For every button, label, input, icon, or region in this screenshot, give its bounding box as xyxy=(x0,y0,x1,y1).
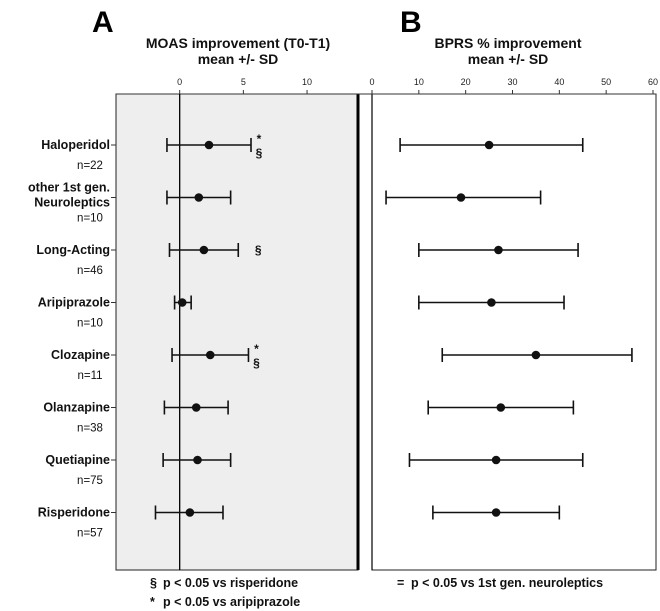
panel-a-mean-point xyxy=(177,298,187,307)
panel-a-tick-label: 10 xyxy=(302,77,312,87)
panel-a-plot-area xyxy=(115,93,359,571)
panel-a-mean-point xyxy=(205,350,215,360)
panel-a-letter: A xyxy=(92,6,114,39)
panel-b-mean-point xyxy=(531,350,541,360)
panel-a-significance-marker: * xyxy=(257,132,262,146)
footnote-symbol-neuroleptics: = xyxy=(397,576,404,590)
category-label: Quetiapine xyxy=(45,453,110,467)
sample-size-label: n=38 xyxy=(77,423,103,435)
panel-b-mean-point xyxy=(456,193,466,202)
panel-b-mean-point xyxy=(496,403,506,412)
panel-b-tick-label: 10 xyxy=(414,77,424,87)
panel-b-mean-point xyxy=(491,455,501,465)
panel-a-tick-label: 0 xyxy=(177,77,182,87)
sample-size-label: n=10 xyxy=(77,318,103,330)
footnote-aripiprazole: p < 0.05 vs aripiprazole xyxy=(163,595,300,609)
footnote-symbol-risperidone: § xyxy=(150,576,157,590)
sample-size-label: n=57 xyxy=(77,528,103,540)
panel-a-mean-point xyxy=(191,403,201,412)
panel-b-mean-point xyxy=(494,245,503,255)
panel-b-plot-area xyxy=(371,93,657,571)
panel-b-subtitle: mean +/- SD xyxy=(468,51,549,67)
panel-b-tick-label: 60 xyxy=(648,77,658,87)
category-label: Aripiprazole xyxy=(38,296,110,310)
panel-a-significance-marker: § xyxy=(256,146,263,160)
category-label: Clozapine xyxy=(51,348,110,362)
sample-size-label: n=22 xyxy=(77,160,103,172)
category-label: Haloperidol xyxy=(41,138,110,152)
panel-a-mean-point xyxy=(193,455,202,465)
category-label-line2: Neuroleptics xyxy=(34,196,110,210)
panel-a-mean-point xyxy=(194,193,204,202)
panel-a-subtitle: mean +/- SD xyxy=(198,51,279,67)
panel-b-mean-point xyxy=(491,508,501,517)
panel-a-title: MOAS improvement (T0-T1) xyxy=(146,35,330,51)
footnote-neuroleptics: p < 0.05 vs 1st gen. neuroleptics xyxy=(411,576,603,590)
panel-b-letter: B xyxy=(400,6,422,39)
panel-a-mean-point xyxy=(185,508,195,517)
panel-a-significance-marker: § xyxy=(253,356,260,370)
category-label: Olanzapine xyxy=(43,401,110,415)
panel-a-significance-marker: § xyxy=(255,243,262,257)
sample-size-label: n=10 xyxy=(77,213,103,225)
panel-a-significance-marker: * xyxy=(254,342,259,356)
panel-b-title: BPRS % improvement xyxy=(434,35,581,51)
panel-b-tick-label: 50 xyxy=(601,77,611,87)
panel-a-tick-label: 5 xyxy=(241,77,246,87)
sample-size-label: n=75 xyxy=(77,475,103,487)
panel-b-tick-label: 0 xyxy=(369,77,374,87)
sample-size-label: n=11 xyxy=(77,370,102,382)
footnote-risperidone: p < 0.05 vs risperidone xyxy=(163,576,298,590)
panel-a-mean-point xyxy=(204,140,214,150)
panel-b-mean-point xyxy=(487,298,496,307)
footnote-symbol-aripiprazole: * xyxy=(150,595,155,609)
sample-size-label: n=46 xyxy=(77,265,103,277)
category-label: Long-Acting xyxy=(36,243,110,257)
category-label: Risperidone xyxy=(38,506,110,520)
panel-b-tick-label: 40 xyxy=(554,77,564,87)
panel-a-mean-point xyxy=(199,245,209,255)
panel-b-mean-point xyxy=(484,140,494,150)
panel-b-tick-label: 30 xyxy=(507,77,517,87)
panel-b-tick-label: 20 xyxy=(461,77,471,87)
category-label: other 1st gen. xyxy=(28,181,110,195)
